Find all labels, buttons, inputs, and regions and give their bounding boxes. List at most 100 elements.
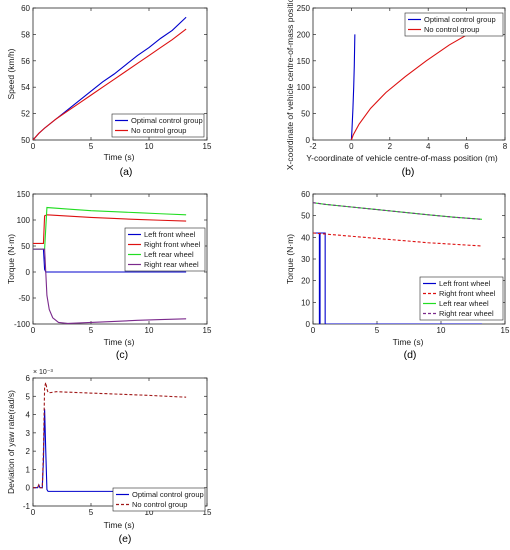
series-line-c-1 bbox=[33, 214, 187, 244]
legend-entry: Right rear wheel bbox=[144, 260, 199, 269]
x-tick-label: 15 bbox=[203, 326, 212, 335]
x-tick-label: 2 bbox=[388, 142, 393, 151]
y-tick-label: 1 bbox=[26, 465, 31, 474]
legend-entry: Left front wheel bbox=[144, 230, 196, 239]
x-tick-label: 15 bbox=[203, 142, 212, 151]
x-tick-label: -2 bbox=[309, 142, 317, 151]
x-tick-label: 8 bbox=[503, 142, 508, 151]
legend-e bbox=[112, 487, 206, 512]
series-line-e-1 bbox=[33, 382, 187, 489]
x-axis-label: Time (s) bbox=[104, 152, 135, 162]
y-tick-label: 100 bbox=[297, 83, 311, 92]
x-axis-label: Y-coordinate of vehicle centre-of-mass p… bbox=[306, 153, 498, 163]
legend-entry: No control group bbox=[132, 500, 187, 509]
legend-entry: Left rear wheel bbox=[439, 299, 489, 308]
y-tick-label: 0 bbox=[306, 136, 311, 145]
series-line-c-3 bbox=[33, 248, 187, 324]
x-tick-label: 0 bbox=[349, 142, 354, 151]
y-tick-label: 100 bbox=[17, 216, 31, 225]
x-axis-label: Time (s) bbox=[104, 337, 135, 347]
x-tick-label: 10 bbox=[145, 326, 154, 335]
y-tick-label: -50 bbox=[18, 294, 30, 303]
y-tick-label: 54 bbox=[21, 83, 30, 92]
series-line-a-1 bbox=[33, 28, 187, 140]
panel-caption: (c) bbox=[116, 349, 128, 361]
x-tick-label: 0 bbox=[31, 508, 36, 517]
y-axis-label: X-coordinate of vehicle centre-of-mass p… bbox=[285, 0, 295, 170]
x-tick-label: 5 bbox=[89, 508, 94, 517]
y-axis-label: Deviation of yaw rate(rad/s) bbox=[6, 390, 16, 494]
x-tick-label: 15 bbox=[203, 508, 212, 517]
y-tick-label: 50 bbox=[21, 242, 30, 251]
y-tick-label: 4 bbox=[26, 411, 31, 420]
y-tick-label: 60 bbox=[21, 4, 30, 13]
y-tick-label: 250 bbox=[297, 4, 311, 13]
y-tick-label: 30 bbox=[301, 255, 310, 264]
y-tick-label: 0 bbox=[26, 484, 31, 493]
chart-d: 0 5 10 15 0 10 20 30 40 50 60 Time (s) Torque (N·m) (… bbox=[285, 190, 510, 361]
y-tick-label: -1 bbox=[23, 502, 31, 511]
y-axis-label: Torque (N·m) bbox=[285, 234, 295, 284]
legend-entry: Right front wheel bbox=[439, 289, 496, 298]
legend-c bbox=[124, 227, 206, 272]
y-tick-label: 0 bbox=[26, 268, 31, 277]
y-tick-label: 52 bbox=[21, 110, 30, 119]
y-tick-label: 150 bbox=[297, 57, 311, 66]
x-tick-label: 6 bbox=[464, 142, 469, 151]
legend-entry: No control group bbox=[131, 126, 186, 135]
x-tick-label: 0 bbox=[31, 142, 36, 151]
chart-a: 0 5 10 15 50 52 54 56 58 60 Time (s) Speed (km/h) (a… bbox=[6, 4, 212, 178]
x-axis-label: Time (s) bbox=[104, 520, 135, 530]
legend-entry: Optimal control group bbox=[132, 490, 204, 499]
legend-entry: Left front wheel bbox=[439, 279, 491, 288]
y-tick-label: 10 bbox=[301, 298, 310, 307]
x-tick-label: 4 bbox=[426, 142, 431, 151]
y-tick-label: 150 bbox=[17, 190, 31, 199]
legend-a bbox=[111, 113, 205, 138]
y-tick-label: 200 bbox=[297, 30, 311, 39]
series-line-d-0 bbox=[313, 232, 482, 324]
y-tick-label: 56 bbox=[21, 57, 30, 66]
y-tick-label: 50 bbox=[301, 110, 310, 119]
legend-b bbox=[404, 12, 504, 37]
series-line-b-1 bbox=[350, 32, 471, 140]
y-axis-exponent: × 10⁻³ bbox=[33, 369, 54, 376]
series-line-c-2 bbox=[33, 206, 187, 250]
x-tick-label: 5 bbox=[89, 142, 94, 151]
y-tick-label: 50 bbox=[21, 136, 30, 145]
series-line-d-1 bbox=[313, 232, 482, 247]
series-line-b-0 bbox=[350, 34, 356, 140]
y-tick-label: 3 bbox=[26, 429, 31, 438]
y-axis-label: Speed (km/h) bbox=[6, 48, 16, 99]
y-tick-label: -100 bbox=[14, 320, 31, 329]
panel-caption: (d) bbox=[404, 349, 417, 361]
x-tick-label: 5 bbox=[375, 326, 380, 335]
chart-c: 0 5 10 15 -100 -50 0 50 100 150 Time (s) Torque (N·… bbox=[6, 190, 212, 361]
panel-caption: (a) bbox=[120, 166, 133, 178]
x-tick-label: 0 bbox=[311, 326, 316, 335]
legend-entry: Right rear wheel bbox=[439, 309, 494, 318]
y-tick-label: 6 bbox=[26, 374, 31, 383]
legend-entry: Left rear wheel bbox=[144, 250, 194, 259]
panel-caption: (e) bbox=[119, 533, 132, 545]
legend-entry: Right front wheel bbox=[144, 240, 201, 249]
plot-area-e bbox=[32, 377, 208, 507]
x-tick-label: 10 bbox=[145, 142, 154, 151]
y-tick-label: 58 bbox=[21, 30, 30, 39]
y-tick-label: 20 bbox=[301, 277, 310, 286]
y-tick-label: 0 bbox=[306, 320, 311, 329]
y-tick-label: 2 bbox=[26, 447, 31, 456]
x-tick-label: 10 bbox=[145, 508, 154, 517]
y-axis-label: Torque (N·m) bbox=[6, 234, 16, 284]
series-line-d-3 bbox=[313, 202, 483, 220]
x-tick-label: 10 bbox=[437, 326, 446, 335]
legend-entry: Optimal control group bbox=[131, 116, 203, 125]
y-tick-label: 60 bbox=[301, 190, 310, 199]
x-tick-label: 0 bbox=[31, 326, 36, 335]
y-tick-label: 5 bbox=[26, 392, 31, 401]
legend-d bbox=[419, 276, 504, 321]
x-axis-label: Time (s) bbox=[393, 337, 424, 347]
x-tick-label: 15 bbox=[501, 326, 510, 335]
